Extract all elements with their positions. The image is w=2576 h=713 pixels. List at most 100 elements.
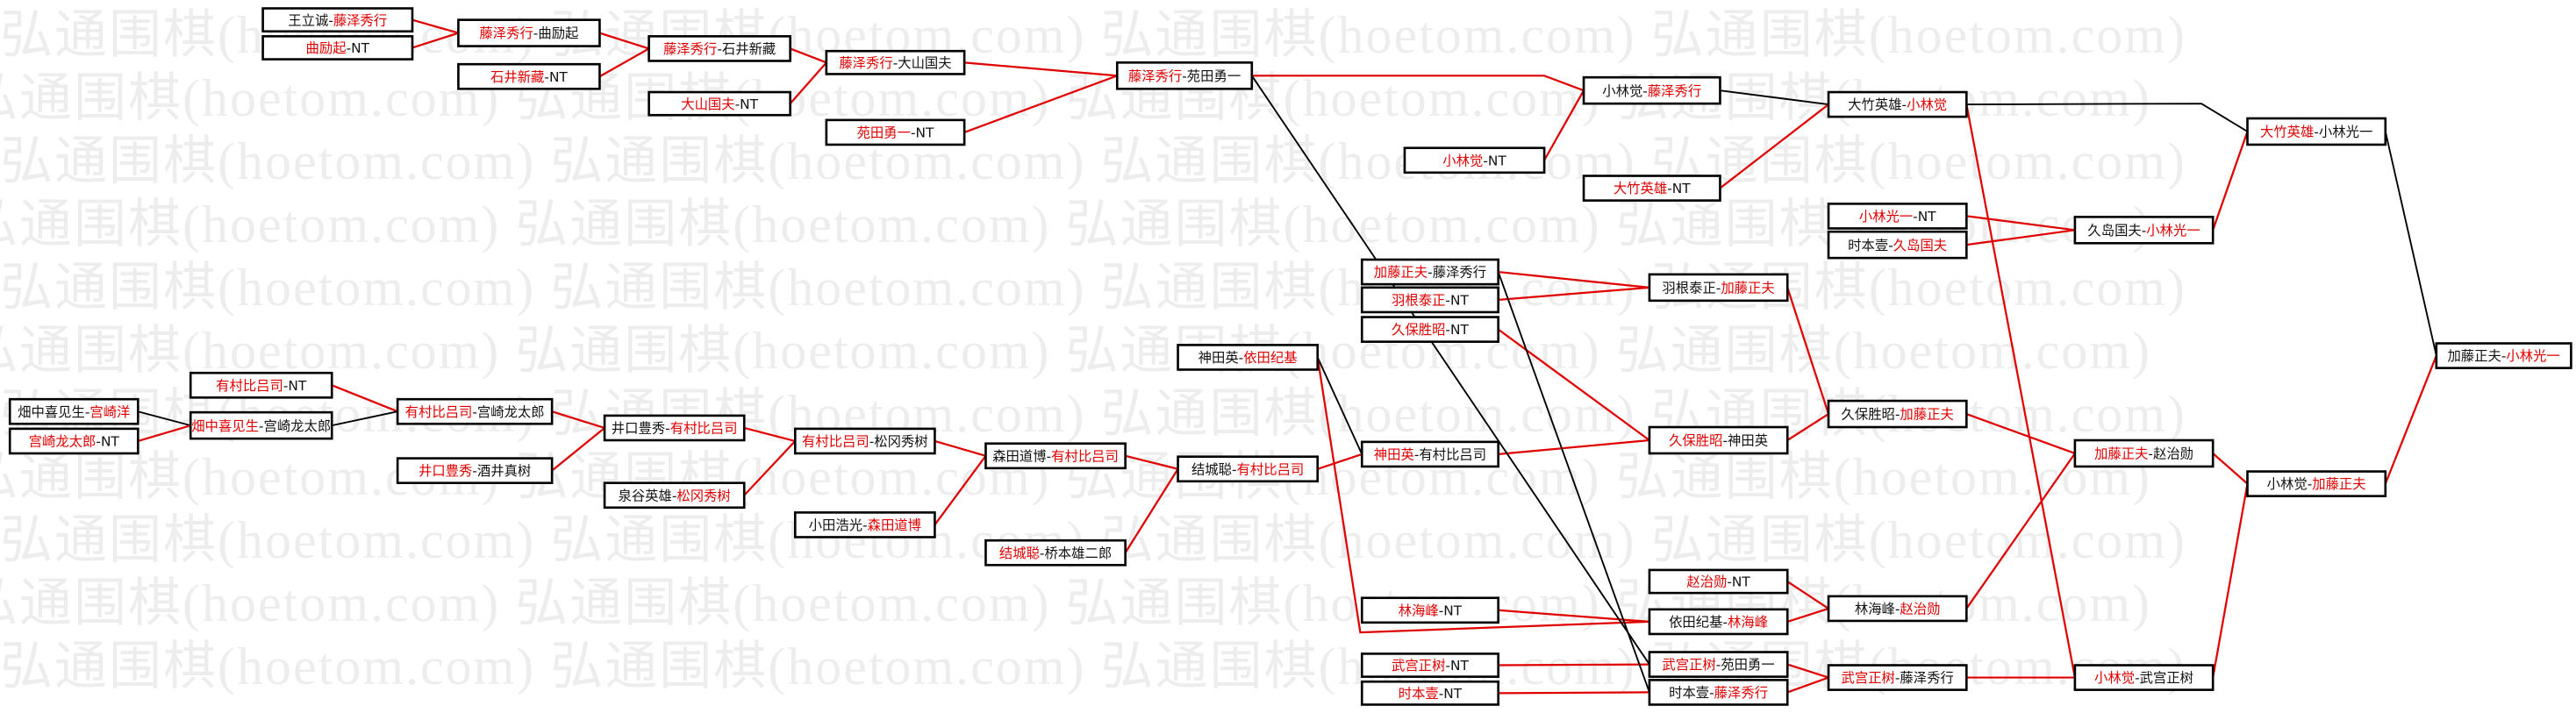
match-box-frame: [648, 90, 791, 117]
bracket-connector-line: [2384, 355, 2437, 485]
match-box: 久岛国夫-小林光一: [2073, 216, 2215, 245]
bracket-connector-line: [1786, 287, 1830, 415]
match-box: 藤泽秀行-石井新藏: [648, 35, 791, 62]
match-box: 大山国夫-NT: [648, 90, 791, 117]
player-1-name: 时本壹: [1848, 238, 1888, 253]
player-2-name: 森田道博: [868, 517, 921, 533]
player-2-name: 桥本雄二郎: [1044, 545, 1112, 561]
match-label: 藤泽秀行-大山国夫: [839, 55, 951, 71]
match-box: 加藤正夫-藤泽秀行: [1360, 258, 1499, 286]
player-2-name: 加藤正夫: [2312, 476, 2365, 492]
separator: -: [735, 96, 741, 112]
separator: -: [1483, 153, 1488, 168]
match-box: 宫崎龙太郎-NT: [8, 427, 140, 455]
player-1-name: 大竹英雄: [2260, 125, 2314, 140]
bracket-connector-line: [2212, 131, 2249, 231]
bracket-connector-line: [790, 47, 827, 64]
separator: -: [1709, 685, 1714, 701]
player-1-name: 石井新藏: [490, 69, 544, 85]
bracket-connector-line: [963, 75, 1118, 133]
bracket-connector-line: [1498, 438, 1650, 456]
player-2-name: 加藤正夫: [1900, 407, 1953, 423]
match-box-frame: [1648, 608, 1789, 636]
player-1-name: 依田纪基: [1669, 615, 1722, 631]
match-box: 久保胜昭-NT: [1360, 316, 1499, 343]
match-box: 森田道博-有村比吕司: [984, 442, 1127, 470]
match-label: 小林觉-藤泽秀行: [1602, 83, 1701, 99]
match-label: 小田浩光-森田道博: [809, 517, 921, 533]
match-box: 神田英-有村比吕司: [1360, 440, 1499, 468]
match-label: 畑中喜见生-宫崎洋: [18, 404, 130, 420]
player-1-name: 久保胜昭: [1392, 322, 1445, 338]
player-1-name: 畑中喜见生: [18, 404, 85, 420]
player-1-name: 加藤正夫: [1374, 265, 1428, 281]
match-box-frame: [1360, 258, 1499, 286]
player-1-name: 王立诚: [288, 12, 328, 28]
match-label: 大竹英雄-小林觉: [1848, 97, 1947, 113]
player-2-name: NT: [1450, 658, 1469, 674]
match-label: 武宫正树-苑田勇一: [1662, 657, 1774, 673]
separator: -: [2148, 446, 2153, 462]
player-2-name: 宫崎龙太郎: [263, 418, 331, 434]
player-1-name: 藤泽秀行: [839, 55, 892, 71]
player-2-name: 藤泽秀行: [1900, 670, 1953, 686]
player-1-name: 赵治勋: [1686, 574, 1727, 590]
match-box: 加藤正夫-小林光一: [2435, 342, 2572, 369]
separator: -: [1439, 686, 1444, 702]
match-box-frame: [2246, 117, 2387, 146]
bracket-connector-line: [331, 384, 398, 413]
match-label: 久保胜昭-加藤正夫: [1842, 407, 1954, 423]
player-1-name: 藤泽秀行: [663, 41, 717, 57]
player-1-name: 久保胜昭: [1669, 433, 1722, 449]
separator: -: [869, 434, 875, 450]
player-1-name: 羽根泰正: [1662, 280, 1715, 296]
bracket-connector-line: [1316, 357, 1363, 455]
match-box: 小林觉-加藤正夫: [2246, 470, 2387, 497]
match-label: 大山国夫-NT: [681, 96, 758, 112]
player-2-name: NT: [1672, 181, 1691, 196]
match-box: 神田英-依田纪基: [1177, 344, 1320, 371]
player-1-name: 小林觉: [2094, 670, 2135, 686]
bracket-connector-line: [1719, 103, 1829, 189]
connector-lines: [137, 18, 2437, 695]
match-box-frame: [1827, 595, 1968, 623]
match-box: 加藤正夫-赵治勋: [2073, 438, 2215, 468]
player-1-name: 久岛国夫: [2087, 223, 2141, 239]
match-label: 时本壹-久岛国夫: [1848, 238, 1947, 253]
match-label: 加藤正夫-赵治勋: [2094, 446, 2193, 462]
match-label: 小林觉-NT: [1442, 153, 1506, 168]
match-label: 时本壹-NT: [1399, 686, 1463, 702]
match-box-frame: [1648, 679, 1789, 706]
separator: -: [1895, 602, 1900, 617]
match-label: 曲励起-NT: [306, 40, 370, 56]
bracket-connector-line: [743, 426, 796, 443]
player-1-name: 武宫正树: [1842, 670, 1895, 686]
match-box-frame: [8, 397, 140, 425]
match-box: 有村比吕司-宫崎龙太郎: [396, 397, 554, 425]
player-2-name: 松冈秀树: [676, 488, 730, 503]
player-1-name: 有村比吕司: [405, 404, 473, 420]
player-1-name: 神田英: [1199, 350, 1239, 366]
match-label: 结城聪-有村比吕司: [1191, 461, 1304, 477]
match-box: 藤泽秀行-曲励起: [457, 18, 601, 47]
match-label: 时本壹-藤泽秀行: [1669, 685, 1768, 701]
separator: -: [1722, 433, 1728, 449]
bracket-connector-line: [138, 410, 191, 427]
separator: -: [672, 488, 677, 503]
separator: -: [533, 25, 539, 41]
match-label: 林海峰-赵治勋: [1855, 602, 1941, 617]
player-2-name: 依田纪基: [1243, 350, 1297, 366]
match-box: 小林觉-藤泽秀行: [1582, 75, 1721, 105]
match-label: 井口豊秀-有村比吕司: [612, 421, 738, 437]
separator: -: [717, 41, 722, 57]
player-2-name: 赵治勋: [2153, 446, 2193, 462]
separator: -: [1888, 238, 1893, 253]
match-box: 小林觉-武宫正树: [2073, 664, 2215, 691]
bracket-connector-line: [1966, 229, 2076, 246]
match-box-frame: [603, 481, 746, 510]
bracket-connector-line: [551, 410, 605, 430]
match-label: 武宫正树-藤泽秀行: [1842, 670, 1954, 686]
match-label: 藤泽秀行-石井新藏: [663, 41, 776, 57]
match-label: 结城聪-桥本雄二郎: [999, 545, 1112, 561]
player-2-name: 藤泽秀行: [333, 12, 387, 28]
